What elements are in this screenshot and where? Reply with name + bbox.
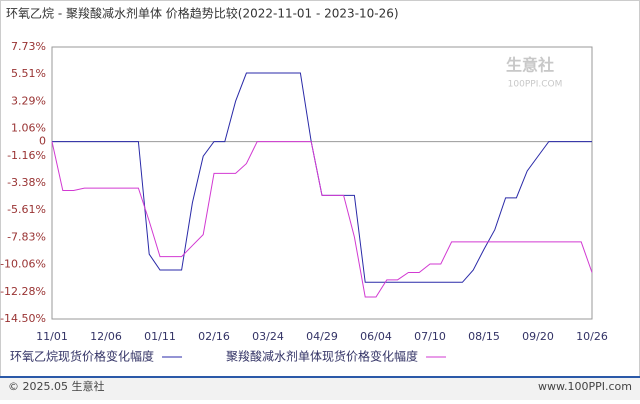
x-tick-label: 11/01	[36, 330, 68, 343]
footer-left: © 2025.05 生意社	[8, 379, 104, 393]
x-tick-label: 03/24	[252, 330, 284, 343]
x-tick-label: 10/26	[576, 330, 608, 343]
watermark-url: 100PPI.COM	[508, 80, 563, 90]
y-tick-label: 0	[39, 135, 46, 148]
y-tick-label: -14.50%	[0, 312, 46, 325]
chart-title: 环氧乙烷 - 聚羧酸减水剂单体 价格趋势比较(2022-11-01 - 2023…	[6, 6, 399, 21]
legend-label: 环氧乙烷现货价格变化幅度	[10, 349, 154, 364]
y-tick-label: -3.38%	[7, 176, 46, 189]
series-line	[51, 141, 593, 298]
x-tick-label: 12/06	[90, 330, 122, 343]
x-tick-label: 04/29	[306, 330, 338, 343]
y-tick-label: -5.61%	[7, 203, 46, 216]
y-tick-label: -1.16%	[7, 149, 46, 162]
footer-bar	[0, 378, 640, 400]
y-tick-label: 7.73%	[11, 40, 46, 53]
y-tick-label: -10.06%	[0, 258, 46, 271]
footer-rule	[0, 376, 640, 378]
footer-right: www.100PPI.com	[538, 380, 632, 393]
y-tick-label: -12.28%	[0, 285, 46, 298]
x-tick-label: 08/15	[468, 330, 500, 343]
y-tick-label: 1.06%	[11, 122, 46, 135]
x-tick-label: 07/10	[414, 330, 446, 343]
x-tick-label: 06/04	[360, 330, 392, 343]
watermark: 生意社	[506, 56, 554, 75]
y-tick-label: 5.51%	[11, 67, 46, 80]
y-tick-label: 3.29%	[11, 94, 46, 107]
y-tick-label: -7.83%	[7, 230, 46, 243]
x-tick-label: 02/16	[198, 330, 230, 343]
legend-label: 聚羧酸减水剂单体现货价格变化幅度	[226, 349, 418, 364]
x-tick-label: 01/11	[144, 330, 176, 343]
x-tick-label: 09/20	[522, 330, 554, 343]
